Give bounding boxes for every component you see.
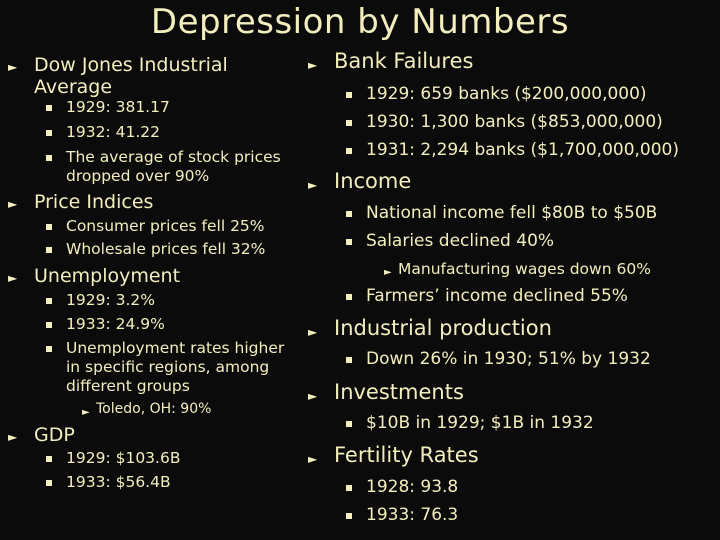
square-bullet-icon	[346, 120, 352, 126]
arrow-right-icon: ►	[308, 389, 318, 403]
arrow-right-icon: ►	[308, 325, 318, 339]
arrow-right-icon: ►	[384, 267, 392, 278]
bullet-label: Dow Jones Industrial Average	[34, 54, 228, 98]
arrow-right-icon: ►	[8, 271, 18, 285]
square-bullet-icon	[346, 148, 352, 154]
arrow-right-icon: ►	[8, 197, 18, 211]
arrow-right-icon: ►	[308, 58, 318, 72]
square-bullet-icon	[46, 130, 52, 136]
square-bullet-icon	[46, 105, 52, 111]
square-bullet-icon	[46, 155, 52, 161]
square-bullet-icon	[46, 346, 52, 352]
square-bullet-icon	[46, 456, 52, 462]
arrow-right-icon: ►	[308, 178, 318, 192]
square-bullet-icon	[46, 322, 52, 328]
square-bullet-icon	[346, 513, 352, 519]
square-bullet-icon	[46, 298, 52, 304]
arrow-right-icon: ►	[82, 407, 90, 418]
arrow-right-icon: ►	[8, 60, 18, 74]
square-bullet-icon	[346, 211, 352, 217]
square-bullet-icon	[346, 485, 352, 491]
slide-title: Depression by Numbers	[150, 2, 570, 42]
square-bullet-icon	[46, 224, 52, 230]
arrow-right-icon: ►	[308, 452, 318, 466]
square-bullet-icon	[46, 480, 52, 486]
square-bullet-icon	[346, 239, 352, 245]
arrow-right-icon: ►	[8, 430, 18, 444]
square-bullet-icon	[46, 247, 52, 253]
square-bullet-icon	[346, 421, 352, 427]
square-bullet-icon	[346, 92, 352, 98]
square-bullet-icon	[346, 294, 352, 300]
square-bullet-icon	[346, 357, 352, 363]
